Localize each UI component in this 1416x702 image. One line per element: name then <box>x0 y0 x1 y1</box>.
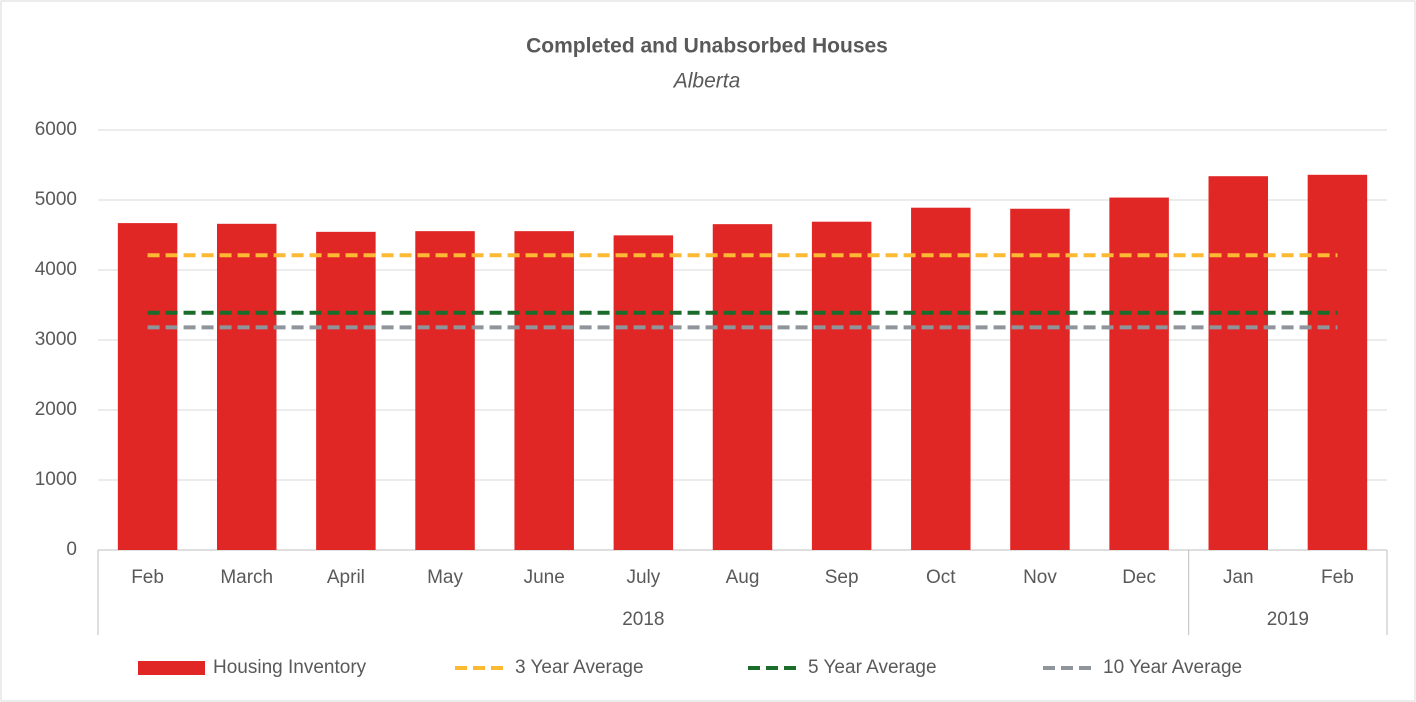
x-tick-label: Aug <box>726 567 760 588</box>
legend-swatch <box>138 661 205 675</box>
bar <box>712 224 773 550</box>
chart-title: Completed and Unabsorbed Houses <box>526 35 888 58</box>
bar <box>1307 174 1368 551</box>
y-tick-label: 3000 <box>35 329 77 350</box>
x-tick-label: Feb <box>131 567 164 588</box>
legend-label: Housing Inventory <box>213 657 367 678</box>
bar <box>1208 176 1269 550</box>
bar <box>1109 197 1169 551</box>
group-label: 2018 <box>622 609 664 630</box>
x-tick-label: Sep <box>825 567 859 588</box>
x-tick-label: Dec <box>1122 567 1156 588</box>
x-tick-label: May <box>427 567 463 588</box>
bar <box>613 235 674 550</box>
x-tick-label: June <box>524 567 565 588</box>
bar <box>216 223 277 551</box>
legend-label: 10 Year Average <box>1103 657 1242 678</box>
bar <box>514 231 574 550</box>
x-tick-label: Jan <box>1223 567 1254 588</box>
x-tick-label: Oct <box>926 567 956 588</box>
bar <box>117 223 178 550</box>
x-tick-label: April <box>327 567 365 588</box>
bar <box>1010 208 1070 550</box>
legend-label: 5 Year Average <box>808 657 937 678</box>
x-tick-label: March <box>220 567 273 588</box>
y-tick-label: 4000 <box>35 259 77 280</box>
y-tick-label: 0 <box>66 539 77 560</box>
group-label: 2019 <box>1267 609 1309 630</box>
x-tick-label: Feb <box>1321 567 1354 588</box>
y-tick-label: 2000 <box>35 399 77 420</box>
y-tick-label: 1000 <box>35 469 77 490</box>
bar <box>811 221 872 550</box>
bar <box>415 231 475 550</box>
bar <box>911 207 971 550</box>
legend-label: 3 Year Average <box>515 657 644 678</box>
bar <box>316 231 376 550</box>
chart-subtitle: Alberta <box>672 70 741 93</box>
y-tick-label: 5000 <box>35 189 77 210</box>
x-tick-label: July <box>626 567 660 588</box>
y-tick-label: 6000 <box>35 119 77 140</box>
x-tick-label: Nov <box>1023 567 1057 588</box>
